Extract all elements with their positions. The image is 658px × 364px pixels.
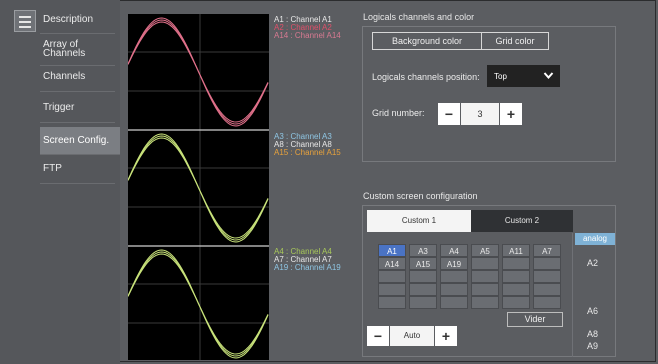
scope-dividers [128, 129, 269, 247]
layout-grid-cell[interactable]: A19 [440, 257, 468, 270]
legend-item: A19 : Channel A19 [274, 263, 341, 272]
grid-number-minus-button[interactable]: − [438, 103, 460, 125]
waveform-trace [128, 253, 269, 355]
tab-custom-2[interactable]: Custom 2 [471, 210, 573, 232]
position-select-value: Top [494, 72, 507, 81]
scope-grid [128, 14, 269, 360]
clear-button[interactable]: Vider [507, 312, 563, 327]
layout-grid-cell[interactable] [378, 296, 406, 309]
waveform-trace [128, 135, 269, 241]
legend-item: A2 : Channel A2 [274, 23, 332, 32]
waveform-trace [128, 137, 269, 239]
legend-group-1: A1 : Channel A1 A2 : Channel A2 A14 : Ch… [274, 16, 341, 40]
layout-grid-cell[interactable]: A3 [409, 244, 437, 257]
layout-grid-cell[interactable] [533, 257, 561, 270]
layout-grid-cell[interactable] [533, 270, 561, 283]
waveform-trace [128, 19, 269, 125]
legend-item: A7 : Channel A7 [274, 255, 332, 264]
layout-grid-cell[interactable] [471, 283, 499, 296]
layout-grid-cell[interactable] [409, 296, 437, 309]
layout-grid-cell[interactable] [533, 283, 561, 296]
logicals-section-title: Logicals channels and color [363, 12, 475, 22]
layout-grid-cell[interactable] [440, 283, 468, 296]
waveform-trace [128, 249, 269, 359]
chevron-down-icon [543, 72, 554, 80]
waveform-trace [128, 17, 269, 127]
grid-number-plus-button[interactable]: + [500, 103, 522, 125]
layout-grid-cell[interactable]: A5 [471, 244, 499, 257]
legend-item: A8 : Channel A8 [274, 140, 332, 149]
position-label: Logicals channels position: [372, 72, 480, 82]
hamburger-menu-icon[interactable] [14, 10, 36, 32]
layout-grid-cell[interactable] [471, 296, 499, 309]
layout-grid-cell[interactable]: A11 [502, 244, 530, 257]
layout-grid-cell[interactable]: A7 [533, 244, 561, 257]
sidebar-item-description[interactable]: Description [40, 14, 115, 34]
legend-item: A1 : Channel A1 [274, 15, 332, 24]
waveform-canvas [128, 14, 269, 360]
sidebar-item-channels[interactable]: Channels [40, 72, 115, 92]
waveform-trace [128, 251, 269, 357]
legend-group-2: A3 : Channel A3 A8 : Channel A8 A15 : Ch… [274, 133, 341, 157]
layout-minus-button[interactable]: − [367, 326, 389, 346]
layout-plus-button[interactable]: + [435, 326, 457, 346]
custom-panel [362, 205, 616, 357]
layout-grid-cell[interactable] [440, 296, 468, 309]
position-select[interactable]: Top [487, 65, 560, 87]
tab-custom-1[interactable]: Custom 1 [367, 210, 471, 232]
layout-grid-cell[interactable]: A14 [378, 257, 406, 270]
grid-number-label: Grid number: [372, 108, 425, 118]
analog-channel-item[interactable]: A6 [587, 306, 599, 316]
sidebar-item-screen-config[interactable]: Screen Config. [40, 127, 120, 155]
layout-grid-cell[interactable] [378, 270, 406, 283]
layout-grid-cell[interactable] [533, 296, 561, 309]
legend-item: A15 : Channel A15 [274, 148, 341, 157]
layout-grid-cell[interactable]: A4 [440, 244, 468, 257]
layout-grid-cell[interactable] [502, 283, 530, 296]
logicals-panel [362, 26, 616, 162]
layout-grid-cell[interactable]: A15 [409, 257, 437, 270]
grid-color-button[interactable]: Grid color [481, 32, 549, 50]
waveform-trace [128, 133, 269, 243]
sidebar-item-ftp[interactable]: FTP [40, 164, 115, 184]
background-color-button[interactable]: Background color [372, 32, 482, 50]
layout-grid-cell[interactable] [502, 270, 530, 283]
oscilloscope-display [128, 14, 269, 360]
custom-section-title: Custom screen configuration [363, 191, 478, 201]
analog-channel-item[interactable]: A9 [587, 341, 599, 351]
layout-grid-cell[interactable] [471, 257, 499, 270]
layout-grid-cell[interactable] [440, 270, 468, 283]
layout-grid-cell[interactable] [409, 270, 437, 283]
sidebar-item-array-of-channels[interactable]: Array of Channels [40, 40, 115, 66]
waveform-trace [128, 21, 269, 123]
layout-grid-cell[interactable] [502, 296, 530, 309]
grid-number-value[interactable]: 3 [461, 103, 499, 125]
layout-grid-cell[interactable]: A1 [378, 244, 406, 257]
layout-grid-cell[interactable] [502, 257, 530, 270]
legend-item: A14 : Channel A14 [274, 31, 341, 40]
layout-grid-cell[interactable] [378, 283, 406, 296]
sidebar-item-trigger[interactable]: Trigger [40, 103, 115, 123]
legend-item: A3 : Channel A3 [274, 132, 332, 141]
analog-channel-list: analog A2 A6 A8 A9 [572, 233, 617, 357]
layout-grid-cell[interactable] [409, 283, 437, 296]
legend-group-3: A4 : Channel A4 A7 : Channel A7 A19 : Ch… [274, 248, 341, 272]
layout-grid-cell[interactable] [471, 270, 499, 283]
sidebar: Description Array of Channels Channels T… [0, 0, 120, 364]
layout-auto-value[interactable]: Auto [390, 326, 434, 346]
analog-header: analog [575, 233, 615, 245]
legend-item: A4 : Channel A4 [274, 247, 332, 256]
screen-layout-grid: A1 A3 A4 A5 A11 A7 A14 A15 A19 [378, 244, 564, 309]
analog-channel-item[interactable]: A2 [587, 258, 599, 268]
analog-channel-item[interactable]: A8 [587, 329, 599, 339]
